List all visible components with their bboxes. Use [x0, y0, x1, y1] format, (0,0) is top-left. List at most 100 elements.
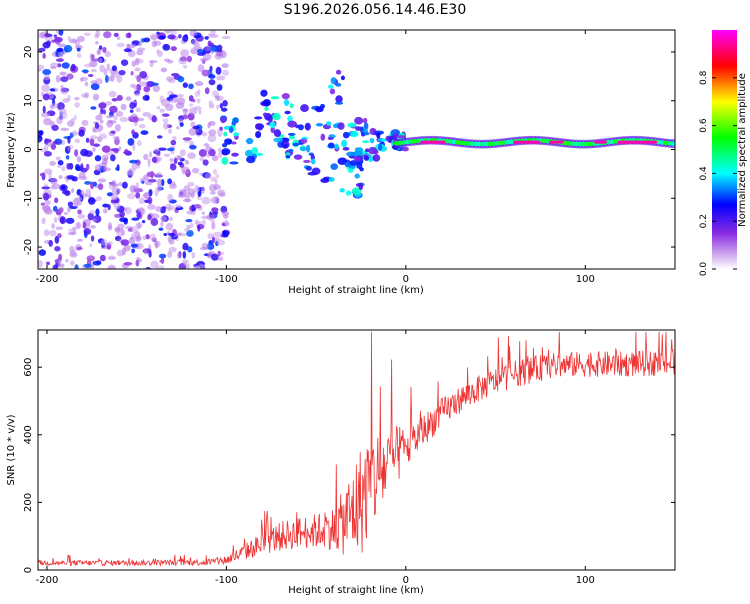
spectrogram-cell	[115, 110, 124, 117]
snr-plot: -200 -100 0 100 0 200 400 600 Height of straigh…	[6, 329, 676, 596]
spectrogram-cell	[116, 231, 125, 237]
spectrogram-cell	[186, 210, 194, 215]
spectrogram-cell	[211, 207, 219, 213]
spectrogram-cell	[130, 243, 138, 248]
spectrogram-cell	[89, 53, 93, 60]
spectrogram-cell	[196, 98, 201, 104]
spectrogram-cell	[55, 156, 61, 161]
spectrogram-cell	[420, 140, 446, 144]
spectrogram-cell	[55, 226, 64, 230]
spectrogram-cell	[270, 96, 280, 100]
spectrogram-cell	[216, 95, 220, 101]
spectrogram-cell	[119, 210, 125, 218]
spectrogram-cell	[208, 79, 216, 86]
spectrogram-cell	[100, 239, 108, 247]
spectrogram-y-tick-label: 20	[23, 46, 34, 59]
spectrogram-cell	[327, 142, 335, 149]
spectrogram-cell	[53, 216, 58, 223]
spectrogram-cell	[72, 130, 78, 137]
spectrogram-cell	[44, 200, 51, 206]
spectrogram-cell	[149, 233, 156, 241]
spectrogram-cell	[193, 204, 202, 209]
spectrogram-cell	[132, 143, 136, 152]
spectrogram-cell	[90, 62, 96, 67]
spectrogram-cell	[188, 83, 194, 90]
spectrogram-cell	[228, 126, 234, 134]
spectrogram-cell	[102, 208, 108, 214]
spectrogram-x-tick-label: 0	[403, 274, 409, 285]
spectrogram-cell	[74, 149, 79, 157]
spectrogram-cell	[351, 187, 362, 195]
spectrogram-cell	[142, 235, 148, 241]
spectrogram-cell	[73, 114, 77, 121]
spectrogram-cell	[186, 230, 194, 237]
spectrogram-cell	[116, 94, 123, 102]
spectrogram-cell	[187, 152, 196, 159]
spectrogram-cell	[102, 46, 107, 53]
spectrogram-cell	[126, 169, 135, 176]
spectrogram-cell	[40, 112, 50, 118]
spectrogram-cell	[111, 180, 117, 188]
spectrogram-cell	[169, 94, 178, 98]
spectrogram-cell	[337, 157, 348, 165]
spectrogram-cell	[207, 233, 214, 239]
spectrogram-cell	[54, 197, 59, 204]
spectrogram-cells	[38, 30, 675, 269]
spectrogram-cell	[178, 34, 182, 39]
spectrogram-cell	[101, 158, 108, 166]
spectrogram-cell	[70, 260, 75, 266]
spectrogram-cell	[147, 203, 156, 210]
spectrogram-cell	[132, 186, 140, 193]
spectrogram-cell	[147, 196, 153, 205]
spectrogram-cell	[269, 121, 276, 129]
spectrogram-cell	[340, 75, 345, 81]
spectrogram-cell	[221, 35, 231, 40]
spectrogram-cell	[182, 114, 189, 120]
spectrogram-cell	[93, 143, 100, 147]
spectrogram-cell	[168, 246, 177, 253]
spectrogram-cell	[177, 161, 183, 166]
spectrogram-cell	[176, 232, 182, 236]
spectrogram-cell	[84, 81, 89, 87]
spectrogram-cell	[117, 223, 125, 229]
spectrogram-cell	[190, 39, 199, 46]
spectrogram-cell	[150, 218, 159, 226]
spectrogram-cell	[54, 36, 63, 43]
spectrogram-cell	[101, 154, 109, 160]
spectrogram-cell	[194, 81, 204, 87]
spectrogram-cell	[299, 146, 307, 151]
spectrogram-cell	[56, 102, 65, 111]
spectrogram-cell	[107, 241, 113, 246]
spectrogram-cell	[90, 68, 97, 73]
spectrogram-cell	[221, 148, 231, 156]
spectrogram-cell	[198, 109, 202, 115]
spectrogram-cell	[254, 116, 263, 120]
spectrogram-cell	[81, 119, 89, 127]
spectrogram-cell	[99, 119, 104, 124]
spectrogram-cell	[164, 30, 172, 34]
spectrogram-cell	[219, 126, 223, 131]
spectrogram-cell	[60, 85, 64, 91]
spectrogram-cell	[188, 127, 197, 136]
snr-axes: -200 -100 0 100 0 200 400 600	[23, 330, 675, 586]
spectrogram-cell	[85, 163, 90, 171]
spectrogram-cell	[211, 221, 216, 230]
spectrogram-cell	[229, 161, 239, 165]
spectrogram-cell	[320, 178, 330, 184]
spectrogram-cell	[354, 116, 364, 125]
spectrogram-cell	[334, 143, 339, 150]
spectrogram-cell	[48, 239, 54, 247]
spectrogram-cell	[95, 208, 100, 216]
spectrogram-cell	[77, 209, 82, 215]
snr-y-tick-label: 0	[23, 567, 34, 573]
spectrogram-cell	[147, 161, 151, 168]
spectrogram-cell	[75, 222, 81, 230]
spectrogram-cell	[119, 217, 129, 223]
spectrogram-cell	[97, 49, 101, 54]
spectrogram-cell	[143, 37, 151, 43]
spectrogram-cell	[131, 225, 139, 234]
spectrogram-cell	[182, 108, 188, 115]
snr-y-axis-label: SNR (10 * v/v)	[6, 414, 17, 485]
